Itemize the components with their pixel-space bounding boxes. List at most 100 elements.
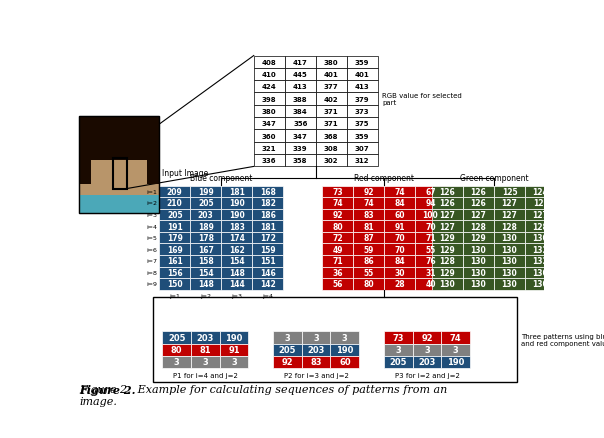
Text: P2 for i=3 and j=2: P2 for i=3 and j=2 xyxy=(284,372,349,378)
Bar xyxy=(413,356,442,368)
Bar xyxy=(384,332,413,344)
Text: 356: 356 xyxy=(293,121,307,127)
Text: 3: 3 xyxy=(284,333,291,342)
Bar xyxy=(159,221,190,232)
Bar xyxy=(159,232,190,244)
Text: 132: 132 xyxy=(533,257,548,265)
Text: i=7: i=7 xyxy=(147,259,158,264)
Bar xyxy=(415,267,446,279)
Text: 3: 3 xyxy=(202,358,208,367)
Text: 129: 129 xyxy=(471,233,486,243)
Text: 179: 179 xyxy=(167,233,182,243)
Bar xyxy=(254,69,284,81)
Text: 167: 167 xyxy=(198,245,214,254)
Text: 401: 401 xyxy=(324,72,339,78)
Text: 130: 130 xyxy=(502,245,518,254)
Text: 130: 130 xyxy=(471,257,486,265)
Text: 87: 87 xyxy=(363,233,374,243)
Bar xyxy=(384,198,415,209)
Text: 60: 60 xyxy=(394,211,405,219)
Bar xyxy=(494,186,525,198)
Text: 91: 91 xyxy=(394,222,405,231)
Text: 127: 127 xyxy=(471,211,486,219)
Bar xyxy=(384,232,415,244)
Text: 40: 40 xyxy=(425,280,435,289)
Text: 408: 408 xyxy=(262,60,277,66)
Bar xyxy=(159,279,190,290)
Text: 127: 127 xyxy=(501,211,518,219)
Bar xyxy=(221,186,252,198)
Text: 178: 178 xyxy=(198,233,214,243)
Text: 168: 168 xyxy=(260,187,275,197)
Text: 190: 190 xyxy=(229,199,245,208)
Text: 203: 203 xyxy=(197,333,214,342)
Bar xyxy=(353,279,384,290)
Bar xyxy=(254,93,284,106)
Bar xyxy=(494,244,525,255)
Text: j=2: j=2 xyxy=(200,294,211,299)
Text: 130: 130 xyxy=(471,268,486,277)
Bar xyxy=(273,356,302,368)
Bar xyxy=(284,155,316,167)
Text: Figure 2.  Example for calculating sequences of patterns from an
image.: Figure 2. Example for calculating sequen… xyxy=(79,385,448,406)
Text: 162: 162 xyxy=(229,245,245,254)
Bar xyxy=(316,106,347,118)
Bar xyxy=(432,198,463,209)
Bar xyxy=(347,142,378,155)
Text: 127: 127 xyxy=(501,199,518,208)
Text: 424: 424 xyxy=(262,84,277,90)
Text: 347: 347 xyxy=(262,121,277,127)
Bar xyxy=(159,209,190,221)
Bar xyxy=(322,267,353,279)
Text: 74: 74 xyxy=(394,187,405,197)
Bar xyxy=(384,279,415,290)
Text: 377: 377 xyxy=(324,84,339,90)
Text: 142: 142 xyxy=(260,280,275,289)
Text: 72: 72 xyxy=(332,233,342,243)
Bar xyxy=(415,198,446,209)
Bar xyxy=(347,106,378,118)
Bar xyxy=(415,255,446,267)
Bar xyxy=(494,221,525,232)
Text: 158: 158 xyxy=(198,257,214,265)
Text: 81: 81 xyxy=(199,346,211,354)
Text: 130: 130 xyxy=(502,257,518,265)
Bar xyxy=(353,232,384,244)
Bar xyxy=(432,255,463,267)
Bar xyxy=(252,186,283,198)
Text: 55: 55 xyxy=(425,245,435,254)
Bar xyxy=(330,356,359,368)
Bar xyxy=(432,221,463,232)
Bar xyxy=(463,255,494,267)
Bar xyxy=(442,332,470,344)
Text: 398: 398 xyxy=(262,96,277,102)
Text: 156: 156 xyxy=(167,268,182,277)
Text: 130: 130 xyxy=(533,233,548,243)
Bar xyxy=(384,209,415,221)
Bar xyxy=(525,244,556,255)
Bar xyxy=(252,267,283,279)
Bar xyxy=(191,344,220,356)
Bar xyxy=(353,186,384,198)
Bar xyxy=(432,232,463,244)
Text: 130: 130 xyxy=(533,268,548,277)
Text: 55: 55 xyxy=(364,268,374,277)
Bar xyxy=(432,209,463,221)
Bar xyxy=(384,186,415,198)
Bar xyxy=(322,244,353,255)
Text: 128: 128 xyxy=(440,257,455,265)
Bar xyxy=(221,198,252,209)
Bar xyxy=(284,106,316,118)
Text: 92: 92 xyxy=(363,187,374,197)
Bar xyxy=(159,267,190,279)
Text: 67: 67 xyxy=(425,187,435,197)
Text: i=9: i=9 xyxy=(147,282,158,287)
Text: 373: 373 xyxy=(355,109,370,115)
Text: 205: 205 xyxy=(278,346,296,354)
Text: 172: 172 xyxy=(260,233,275,243)
Bar xyxy=(221,267,252,279)
Text: j=3: j=3 xyxy=(231,294,242,299)
Text: 336: 336 xyxy=(262,158,277,164)
Text: RGB value for selected
part: RGB value for selected part xyxy=(382,93,462,106)
Text: 71: 71 xyxy=(425,233,435,243)
